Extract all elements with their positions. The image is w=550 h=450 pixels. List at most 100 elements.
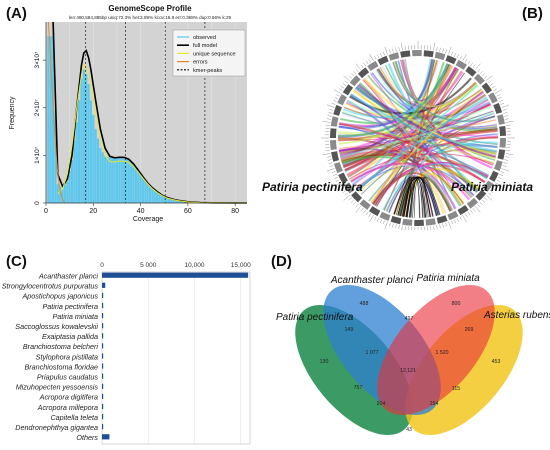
venn-label-pectinifera: Patiria pectinifera: [276, 312, 354, 323]
bar-category-label: Branchiostoma floridae: [24, 362, 98, 371]
observed-bar: [177, 200, 180, 203]
bar-category-label: Branchiostoma belcheri: [23, 342, 99, 351]
bar: [102, 393, 104, 399]
chromosome-segment: [330, 116, 339, 127]
chromosome-segment: [434, 51, 446, 61]
observed-bar: [101, 152, 104, 203]
venn-count: 130: [320, 359, 329, 365]
observed-bar: [163, 196, 166, 203]
synteny-link: [347, 60, 438, 178]
bar-category-label: Acropora millepora: [37, 403, 98, 412]
legend-entry: errors: [193, 60, 208, 66]
venn-count: 800: [452, 301, 461, 307]
chromosome-segment: [423, 50, 434, 58]
observed-bar: [156, 191, 159, 203]
bar: [102, 323, 104, 329]
observed-bar: [80, 79, 83, 203]
synteny-link: [350, 93, 498, 153]
chromosome-segment: [359, 199, 371, 210]
synteny-link: [346, 99, 493, 122]
observed-bar: [75, 122, 78, 203]
observed-bar: [61, 188, 64, 203]
observed-bar: [165, 197, 168, 203]
y-tick-label: 3×10⁷: [34, 51, 41, 69]
chromosome-segment: [369, 206, 381, 217]
chromosome-segment: [493, 102, 503, 114]
chromosome-segment: [377, 55, 389, 66]
chromosome-segment: [337, 94, 347, 106]
y-tick-label: 0: [34, 201, 41, 205]
observed-bar: [108, 157, 111, 203]
bar: [102, 272, 249, 278]
chromosome-segment: [414, 219, 424, 226]
observed-bar: [66, 181, 69, 203]
bar-category-label: Stylophora pistillata: [36, 352, 98, 361]
x-tick-label: 80: [231, 208, 239, 215]
legend-entry: unique sequence: [193, 51, 236, 57]
legend-entry: full model: [193, 43, 217, 49]
x-tick-label: 0: [44, 208, 48, 215]
chromosome-segment: [447, 210, 459, 221]
bar: [102, 302, 104, 309]
bar: [102, 333, 104, 339]
series-line: [57, 63, 248, 204]
species-bar-chart: 0 5 000 10,000 15,000 Acanthaster planciStr…: [2, 262, 251, 445]
venn-label-asterias: Asterias rubens: [483, 310, 550, 321]
chromosome-segment: [466, 197, 479, 209]
chromosome-segment: [457, 205, 469, 216]
observed-bar: [94, 129, 97, 203]
bar: [102, 403, 104, 410]
chromosome-segment: [344, 182, 355, 194]
synteny-link: [404, 58, 435, 99]
chromosome-segment: [333, 104, 342, 116]
circos-label-pectinifera: Patiria pectinifera: [262, 180, 363, 194]
observed-bar: [111, 157, 114, 203]
observed-bar: [87, 83, 90, 203]
legend-entry: kmer-peaks: [193, 68, 222, 74]
observed-bar: [59, 186, 62, 203]
observed-bar: [92, 114, 95, 203]
x-tick-label: 40: [137, 208, 145, 215]
synteny-link: [339, 110, 494, 152]
observed-bar: [137, 170, 140, 203]
observed-bar: [99, 148, 102, 203]
synteny-link: [394, 61, 496, 123]
venn-label-miniata: Patiria miniata: [416, 273, 480, 284]
synteny-link: [399, 176, 437, 216]
series-line: [47, 21, 66, 204]
y-tick-label: 2×10⁷: [34, 99, 41, 117]
observed-bar: [118, 156, 121, 203]
bar-category-label: Dendronephthya gigantea: [15, 423, 98, 432]
x-tick-label: 20: [89, 208, 97, 215]
bar: [102, 313, 104, 319]
observed-bar: [63, 185, 66, 203]
chromosome-segment: [499, 126, 506, 136]
observed-bar: [160, 194, 163, 203]
chromosome-segment: [379, 211, 391, 221]
panel-label-c: (C): [6, 253, 27, 270]
chromosome-segment: [390, 215, 402, 225]
observed-bar: [120, 157, 123, 203]
panel-label-d: (D): [271, 253, 292, 270]
venn-count: 149: [345, 327, 354, 333]
bar: [102, 343, 104, 349]
observed-bar: [68, 170, 71, 203]
chromosome-segment: [482, 180, 494, 192]
bar: [102, 373, 104, 379]
chromosome-segment: [499, 138, 506, 148]
chromosome-segment: [497, 114, 505, 125]
bar-x-tick-label: 0: [100, 262, 104, 269]
synteny-link: [385, 141, 498, 212]
venn-count: 488: [360, 301, 369, 307]
observed-bar: [141, 177, 145, 203]
chromosome-segment: [349, 75, 361, 87]
panel-label-b: (B): [522, 5, 543, 22]
chromosome-segment: [425, 218, 436, 226]
bar: [102, 353, 104, 359]
chromosome-segment: [475, 189, 487, 201]
bar-category-label: Priapulus caudatus: [37, 373, 99, 382]
observed-bar: [47, 36, 50, 203]
model-lines: [47, 21, 248, 204]
observed-bar: [153, 189, 156, 203]
